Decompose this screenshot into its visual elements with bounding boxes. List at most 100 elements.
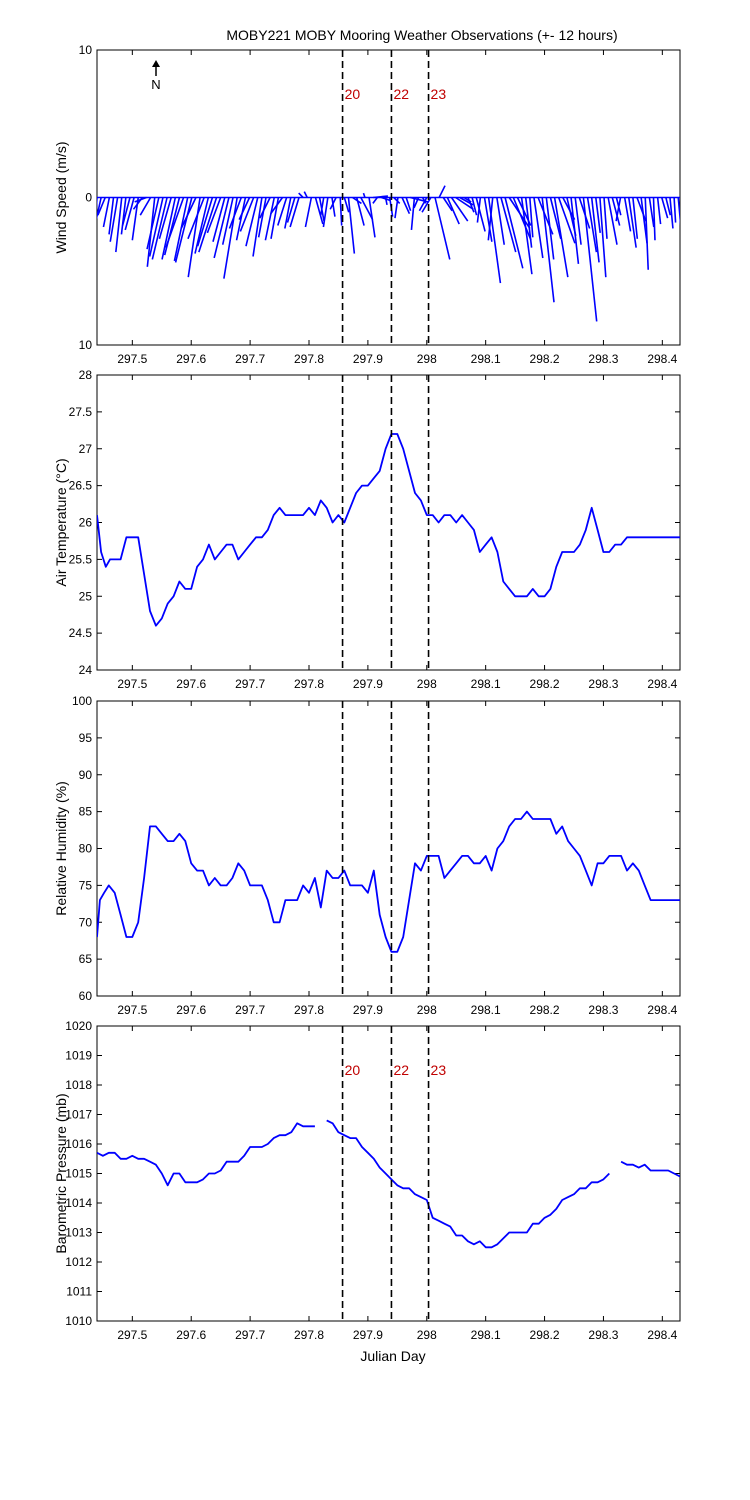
y-tick-label: 1010 [65,1314,92,1328]
wind-stick [574,197,582,245]
wind-stick [347,197,356,254]
wind-stick [487,197,494,241]
wind-stick [314,197,324,225]
wind-stick [120,197,127,235]
wind-stick [467,197,475,213]
wind-stick [673,197,677,223]
wind-stick [394,197,399,219]
axes-frame [96,1025,681,1322]
series-line [97,810,680,953]
x-tick-label: 297.6 [176,1328,206,1342]
x-tick-label: 298.4 [647,677,677,691]
wind-stick [139,197,152,216]
wind-stick [656,197,662,225]
y-tick-label: 95 [79,731,93,745]
wind-stick [623,197,632,232]
x-tick-label: 297.5 [117,352,147,366]
y-tick-label: 85 [79,805,93,819]
y-tick-label: 27.5 [69,405,93,419]
x-tick-label: 298.3 [588,352,618,366]
x-tick-label: 297.8 [294,1328,324,1342]
wind-stick [496,197,506,245]
plot-area [97,185,680,322]
wind-stick [284,197,292,229]
wind-stick [405,197,412,212]
wind-stick [607,197,618,245]
x-tick-label: 298.1 [471,1003,501,1017]
wind-stick [146,197,160,250]
wind-stick [373,195,389,199]
wind-stick [187,197,205,240]
wind-stick [446,197,460,225]
wind-stick [252,197,263,257]
y-tick-label: 1013 [65,1226,92,1240]
y-tick-label: 1016 [65,1137,92,1151]
wind-stick [165,197,185,248]
wind-stick [360,197,374,221]
wind-stick [270,197,284,215]
x-tick-label: 298.4 [647,1328,677,1342]
wind-stick [362,192,366,198]
wind-stick [529,197,534,238]
wind-stick [586,197,598,253]
y-tick-label: 60 [79,989,93,1003]
panel-wind: 297.5 297.6 297.7 297.8 297.9 298 298.1 298.2 29… [53,43,681,366]
y-tick-label: 75 [79,878,93,892]
wind-stick [228,197,243,229]
y-tick-label: 26.5 [69,479,93,493]
x-tick-label: 297.9 [353,1003,383,1017]
y-tick-label: 1020 [65,1019,92,1033]
y-tick-label: 70 [79,915,93,929]
y-tick-label: 27 [79,442,93,456]
x-tick-label: 298.1 [471,352,501,366]
y-tick-label: 1018 [65,1078,92,1092]
plot-area [97,433,680,627]
wind-stick [611,197,621,226]
y-tick-label: 26 [79,516,93,530]
y-tick-label: 24 [79,663,93,677]
x-tick-label: 297.9 [353,1328,383,1342]
x-tick-label: 298.4 [647,352,677,366]
wind-stick [238,197,251,220]
x-tick-label: 297.9 [353,677,383,691]
wind-stick [627,197,637,248]
wind-stick [665,197,672,216]
event-marker-label: 22 [393,1062,409,1078]
wind-stick [648,197,655,228]
wind-stick [97,197,106,216]
wind-stick [108,197,115,235]
x-tick-label: 298 [417,352,437,366]
x-tick-label: 298.2 [530,677,560,691]
wind-stick [235,197,247,241]
x-tick-label: 297.6 [176,677,206,691]
wind-stick [194,197,210,254]
x-tick-label: 297.8 [294,1003,324,1017]
y-axis-label: Air Temperature (°C) [53,458,69,586]
x-tick-label: 297.6 [176,1003,206,1017]
y-axis-label: Wind Speed (m/s) [53,141,69,253]
wind-stick [180,197,197,229]
wind-stick [239,197,255,232]
wind-stick [434,197,451,260]
x-tick-label: 297.7 [235,352,265,366]
event-marker-label: 22 [393,86,409,102]
x-tick-label: 298.2 [530,1328,560,1342]
wind-stick [669,197,674,229]
wind-stick [329,197,337,210]
wind-stick [173,197,189,262]
series-line [620,1160,680,1178]
y-tick-label: 1011 [66,1285,92,1299]
wind-stick [476,197,482,223]
wind-stick [504,197,524,269]
x-tick-label: 297.7 [235,677,265,691]
y-tick-label: 24.5 [69,626,93,640]
north-arrowhead-icon [152,60,160,67]
wind-stick [418,197,428,212]
y-axis-label: Barometric Pressure (mb) [53,1093,69,1253]
wind-stick [533,197,544,259]
wind-stick [102,197,111,228]
event-marker-label: 20 [345,86,361,102]
plot-area [97,810,680,953]
wind-stick [603,197,608,239]
